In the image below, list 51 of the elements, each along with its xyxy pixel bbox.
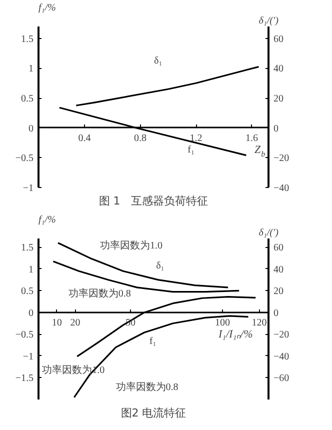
y-tick-label: 0 (28, 308, 34, 319)
y2-tick-label: 60 (274, 34, 284, 45)
x-tick-label: 20 (70, 317, 80, 328)
y2-axis-title: δ₁/(′) (258, 228, 280, 238)
y2-tick-label: −40 (274, 351, 290, 362)
line-series (75, 66, 260, 106)
y-tick-label: −0.5 (15, 153, 34, 164)
y-tick-label: 1.5 (21, 34, 34, 45)
y2-tick-label: 40 (274, 264, 284, 276)
y-tick-label: −1.5 (15, 373, 34, 384)
y2-tick-label: 0 (274, 308, 278, 319)
y2-tick-label: 20 (274, 94, 284, 105)
annotation: 功率因数为1.0 (100, 240, 163, 252)
x-tick-label: 1.6 (246, 132, 258, 144)
annotation: f₁ (188, 144, 194, 156)
y2-tick-label: 60 (274, 242, 284, 254)
y2-tick-label: −60 (274, 373, 290, 384)
annotation: f₁ (149, 336, 156, 347)
annotation: 功率因数为0.8 (116, 380, 178, 393)
text: 图2 电流特征 (120, 406, 186, 420)
y-tick-label: 1 (28, 64, 34, 75)
y-tick-label: 1 (28, 264, 34, 276)
y2-tick-label: 0 (274, 123, 278, 134)
y-tick-label: 1.5 (21, 242, 34, 254)
y-tick-label: −1 (22, 183, 34, 194)
y2-tick-label: −20 (274, 330, 290, 341)
y-axis-title: f₁/% (38, 2, 56, 14)
y2-tick-label: 40 (274, 64, 284, 75)
x-tick-label: 100 (215, 317, 230, 328)
x-tick-label: 1.2 (190, 132, 202, 144)
y2-tick-label: −40 (274, 183, 290, 194)
annotation: δ₁ (156, 260, 164, 272)
y2-tick-label: 20 (274, 286, 284, 298)
y-tick-label: −1 (22, 351, 34, 362)
y2-axis-title: δ₁/(′) (258, 16, 280, 26)
y-tick-label: 0.5 (21, 94, 34, 105)
x-tick-label: 0.8 (134, 132, 147, 144)
line-series (57, 242, 229, 288)
text: 图 1 互感器负荷特征 (98, 194, 208, 208)
y-tick-label: 0.5 (21, 286, 34, 298)
annotation: 功率因数为0.8 (68, 287, 131, 300)
x-tick-label: 10 (52, 317, 62, 328)
y-tick-label: 0 (28, 123, 34, 134)
x-tick-label: 120 (252, 317, 267, 328)
y2-tick-label: −20 (274, 153, 290, 164)
annotation: δ₁ (154, 56, 162, 67)
x-axis-title: I₁/I₁ₙ/% (218, 328, 253, 340)
annotation: 功率因数为1.0 (42, 364, 105, 376)
y-tick-label: −0.5 (15, 330, 34, 341)
y-axis-title: f₁/% (38, 214, 56, 226)
x-tick-label: 0.4 (78, 132, 91, 144)
